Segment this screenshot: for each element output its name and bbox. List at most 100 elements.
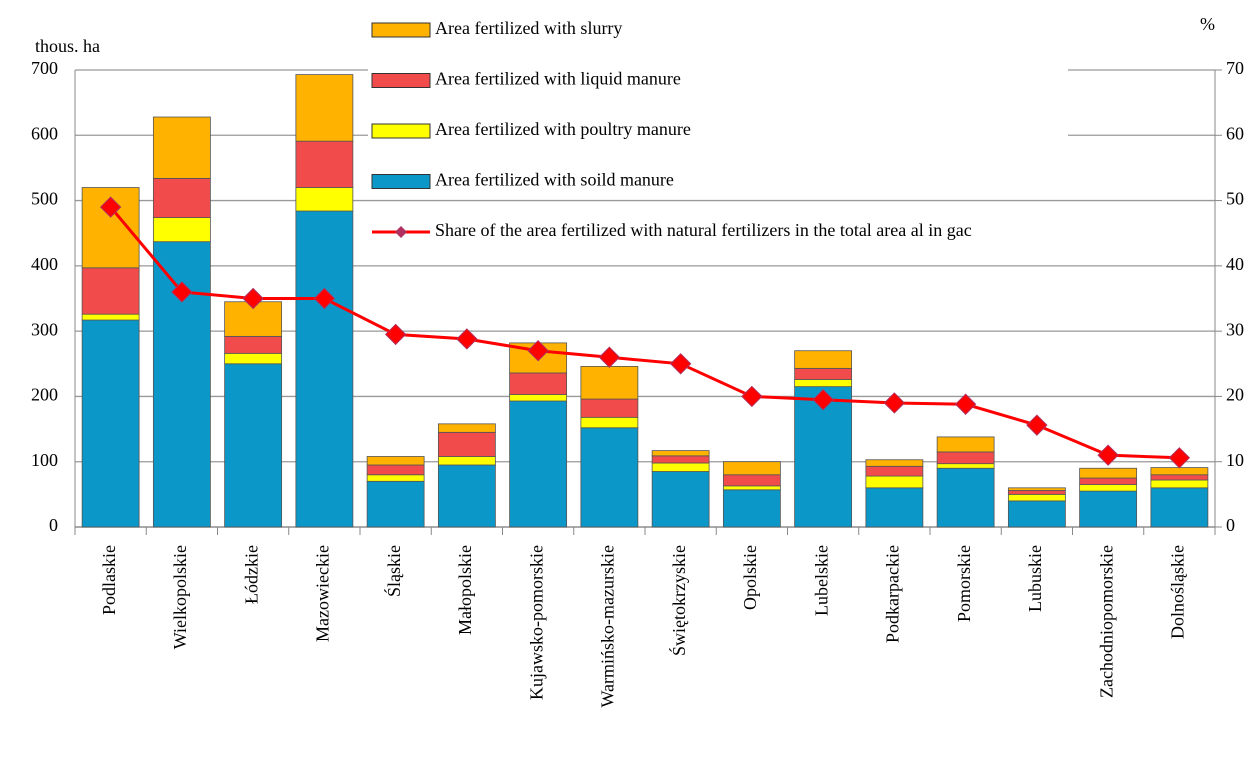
bar-segment (224, 363, 283, 528)
line-marker (598, 346, 621, 368)
line-marker (954, 393, 977, 415)
bar-segment (1079, 477, 1138, 485)
bar-segment (580, 365, 639, 400)
x-tick-label: Wielkopolskie (170, 545, 190, 649)
bar-segment (794, 367, 853, 380)
y2-tick-label: 70 (1226, 58, 1244, 78)
legend-swatch (371, 123, 431, 139)
bar-segment (224, 335, 283, 354)
line-marker (1168, 447, 1191, 469)
bar-segment (1007, 500, 1066, 528)
y2-tick-label: 0 (1226, 515, 1235, 535)
y2-tick-label: 50 (1226, 189, 1244, 209)
y-tick-label: 200 (31, 385, 58, 405)
y-axis-label: thous. ha (35, 36, 100, 56)
bar-segment (437, 423, 496, 433)
line-marker (384, 323, 407, 346)
bar-segment (865, 459, 924, 467)
bar-segment (1079, 467, 1138, 479)
bar-segment (295, 187, 354, 212)
line-marker (171, 281, 193, 303)
bar-segment (865, 475, 924, 489)
bar-segment (580, 398, 639, 418)
bar-segment (366, 456, 425, 466)
line-marker (812, 388, 834, 411)
x-tick-label: Mazowieckie (313, 545, 333, 642)
legend-bg (368, 16, 1068, 44)
legend-swatch (371, 22, 431, 38)
legend-bg (368, 218, 1068, 246)
bar-segment (722, 461, 781, 476)
bar-segment (936, 467, 995, 528)
y2-tick-label: 60 (1226, 123, 1244, 143)
bar-segment (295, 74, 354, 142)
y2-tick-label: 20 (1226, 385, 1244, 405)
legend-label: Area fertilized with liquid manure (435, 69, 681, 89)
x-tick-label: Łódzkie (241, 545, 261, 604)
line-marker (456, 328, 478, 350)
bar-segment (81, 267, 140, 315)
line-marker (883, 392, 906, 414)
bar-segment (1150, 487, 1209, 528)
line-marker (313, 287, 336, 310)
x-tick-label: Opolskie (740, 545, 760, 610)
y2-tick-label: 10 (1226, 450, 1244, 470)
bar-segment (81, 313, 140, 321)
legend-swatch (371, 73, 431, 88)
bar-segment (1007, 493, 1066, 502)
x-tick-label: Świętokrzyskie (668, 545, 689, 656)
bar-segment (722, 485, 781, 491)
bar-segment (295, 210, 354, 528)
legend-label: Share of the area fertilized with natura… (435, 220, 972, 240)
bar-segment (722, 489, 781, 528)
x-tick-label: Małopolskie (455, 545, 475, 635)
bar-segment (1150, 479, 1209, 489)
bar-segment (1079, 490, 1138, 528)
bar-segment (1079, 484, 1138, 492)
y-tick-label: 100 (31, 450, 58, 470)
legend-swatch (371, 174, 431, 189)
legend-label: Area fertilized with poultry manure (435, 119, 691, 139)
line-marker (1026, 414, 1048, 436)
legend-bg (368, 66, 1068, 95)
bar-segment (437, 431, 496, 457)
y-tick-label: 600 (31, 123, 58, 143)
y-tick-label: 500 (31, 189, 58, 209)
bar-segment (152, 177, 211, 218)
bar-segment (580, 416, 639, 429)
bar-segment (366, 480, 425, 528)
legend-marker (395, 226, 407, 238)
y-tick-label: 0 (49, 515, 58, 535)
bar-segment (722, 474, 781, 487)
bar-segment (936, 451, 995, 465)
bar-segment (651, 462, 710, 472)
y2-axis-label: % (1200, 14, 1215, 34)
y-tick-label: 400 (31, 254, 58, 274)
bar-segment (437, 464, 496, 528)
bar-segment (1007, 487, 1066, 491)
bar-segment (152, 217, 211, 243)
bar-segment (366, 464, 425, 476)
bar-segment (794, 379, 853, 388)
bar-segment (1150, 467, 1209, 476)
y2-tick-label: 40 (1226, 254, 1244, 274)
line-series (109, 206, 1180, 460)
bar-segment (651, 455, 710, 464)
y-tick-label: 700 (31, 58, 58, 78)
x-tick-label: Kujawsko-pomorskie (526, 545, 546, 700)
y-tick-label: 300 (31, 319, 58, 339)
legend-bg (368, 117, 1068, 145)
bar-segment (865, 465, 924, 477)
bar-segment (580, 427, 639, 528)
x-tick-label: Zachodniopomorskie (1096, 545, 1116, 698)
bar-segment (295, 140, 354, 188)
y2-tick-label: 30 (1226, 319, 1244, 339)
x-tick-label: Warmińsko-mazurskie (598, 545, 618, 708)
bar-segment (509, 394, 568, 402)
bar-segment (1150, 474, 1209, 481)
bar-segment (509, 400, 568, 528)
legend-bg (368, 167, 1068, 196)
bar-segment (224, 352, 283, 365)
bar-segment (936, 463, 995, 469)
